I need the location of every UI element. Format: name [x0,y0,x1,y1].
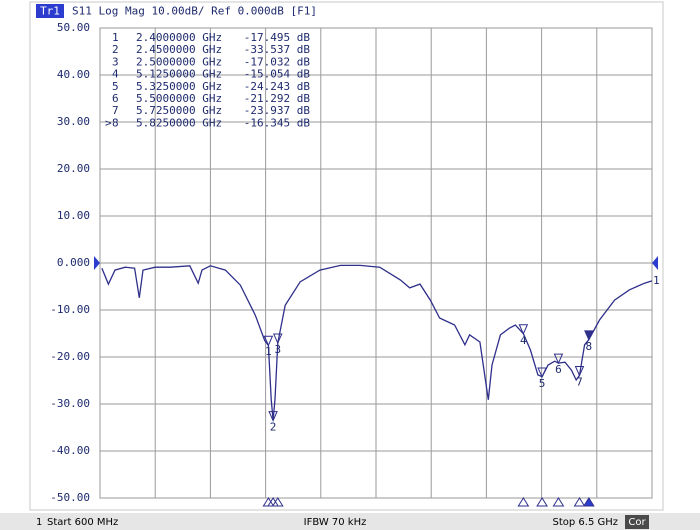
table-marker: 7 [112,104,119,117]
table-marker: 8 [112,116,119,129]
marker-label: 4 [520,334,527,347]
y-tick-label: -10.00 [50,303,90,316]
marker-axis-flag [573,497,586,507]
trace-id: Tr1 [40,5,60,18]
start-label: Start 600 MHz [47,517,118,528]
marker [263,335,274,347]
marker [268,411,278,422]
y-tick-label: -50.00 [50,491,90,504]
frame [29,1,664,511]
table-marker: 4 [112,68,119,81]
marker [584,330,594,342]
trace-badge[interactable] [36,4,64,18]
table-value: -16.345 dB [244,116,311,129]
marker-axis-flag [582,497,595,507]
table-value: -23.937 dB [244,104,311,117]
table-frequency: 2.5000000 GHz [136,55,222,68]
table-marker: 6 [112,92,119,105]
marker [537,367,547,379]
table-value: -17.495 dB [244,31,311,44]
trace [101,264,653,421]
marker-axis-flag [552,497,565,507]
marker-label: 6 [555,363,562,376]
channel: 1 [36,517,42,528]
table-frequency: 5.5000000 GHz [136,92,222,105]
table-frequency: 5.8250000 GHz [136,116,222,129]
cor-badge[interactable] [625,515,649,529]
marker [574,366,585,377]
y-tick-label: 10.00 [57,209,90,222]
y-tick-label: -20.00 [50,350,90,363]
table-value: -15.054 dB [244,68,311,81]
marker-axis-flag [517,497,530,507]
marker-label: 5 [539,377,546,390]
table-frequency: 2.4000000 GHz [136,31,222,44]
marker-label: 7 [576,376,583,389]
table-marker: 5 [112,80,119,93]
trace-number: 1 [653,274,660,287]
table-frequency: 5.7250000 GHz [136,104,222,117]
table-frequency: 2.4500000 GHz [136,43,222,56]
cor-label: Cor [628,517,646,528]
table-marker: 1 [112,31,119,44]
y-tick-label: 0.000 [57,256,90,269]
table-value: -17.032 dB [244,55,311,68]
y-tick-label: 50.00 [57,21,90,34]
status-bar [0,513,700,530]
y-tick-label: -30.00 [50,397,90,410]
y-tick-label: -40.00 [50,444,90,457]
table-frequency: 5.3250000 GHz [136,80,222,93]
y-tick-label: 30.00 [57,115,90,128]
table-value: -24.243 dB [244,80,311,93]
ref-arrow-left [94,256,100,270]
table-marker: 3 [112,55,119,68]
ref-arrow-right [652,256,658,270]
table-value: -33.537 dB [244,43,311,56]
trace-title: S11 Log Mag 10.00dB/ Ref 0.000dB [F1] [72,5,317,18]
y-tick-label: 20.00 [57,162,90,175]
table-frequency: 5.1250000 GHz [136,68,222,81]
table-value: -21.292 dB [244,92,311,105]
marker-axis-flag [271,497,284,507]
marker-label: 8 [586,340,593,353]
active-marker-symbol: > [105,116,112,129]
y-tick-label: 40.00 [57,68,90,81]
marker-axis-flag [536,497,548,507]
ifbw-label: IFBW 70 kHz [304,517,367,528]
marker-label: 3 [274,343,281,356]
table-marker: 2 [112,43,119,56]
marker [272,333,283,345]
marker [553,353,564,365]
marker-label: 2 [270,421,277,434]
marker [518,324,529,335]
marker-label: 1 [265,345,272,358]
stop-label: Stop 6.5 GHz [552,517,618,528]
